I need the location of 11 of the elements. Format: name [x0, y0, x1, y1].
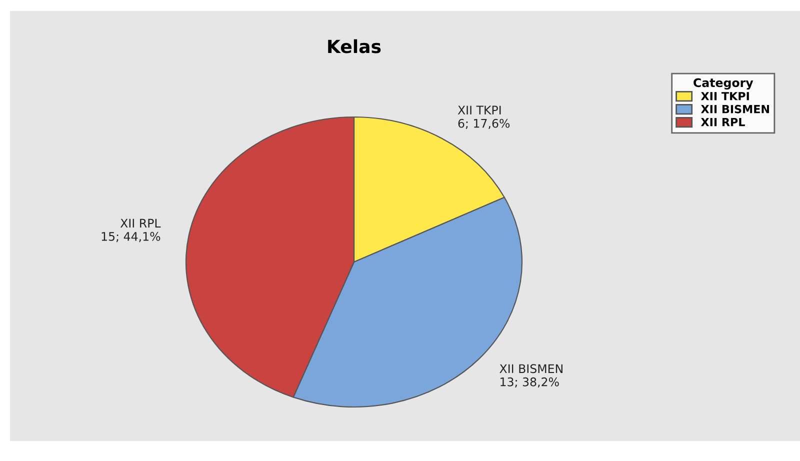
legend-title: Category — [694, 78, 754, 90]
slice-label: XII BISMEN — [500, 364, 562, 374]
data-label: 13; 38,2% — [500, 377, 559, 388]
chart-title: Kelas — [328, 39, 381, 54]
data-label: 6; 17,6% — [458, 118, 510, 129]
legend-label: XII RPL — [700, 118, 745, 126]
slice-label: XII RPL — [120, 218, 161, 228]
slice-label: XII TKPI — [458, 106, 501, 114]
legend-label: XII BISMEN — [700, 104, 769, 114]
data-label: 15; 44,1% — [102, 232, 160, 242]
legend-label: XII TKPI — [700, 92, 749, 100]
